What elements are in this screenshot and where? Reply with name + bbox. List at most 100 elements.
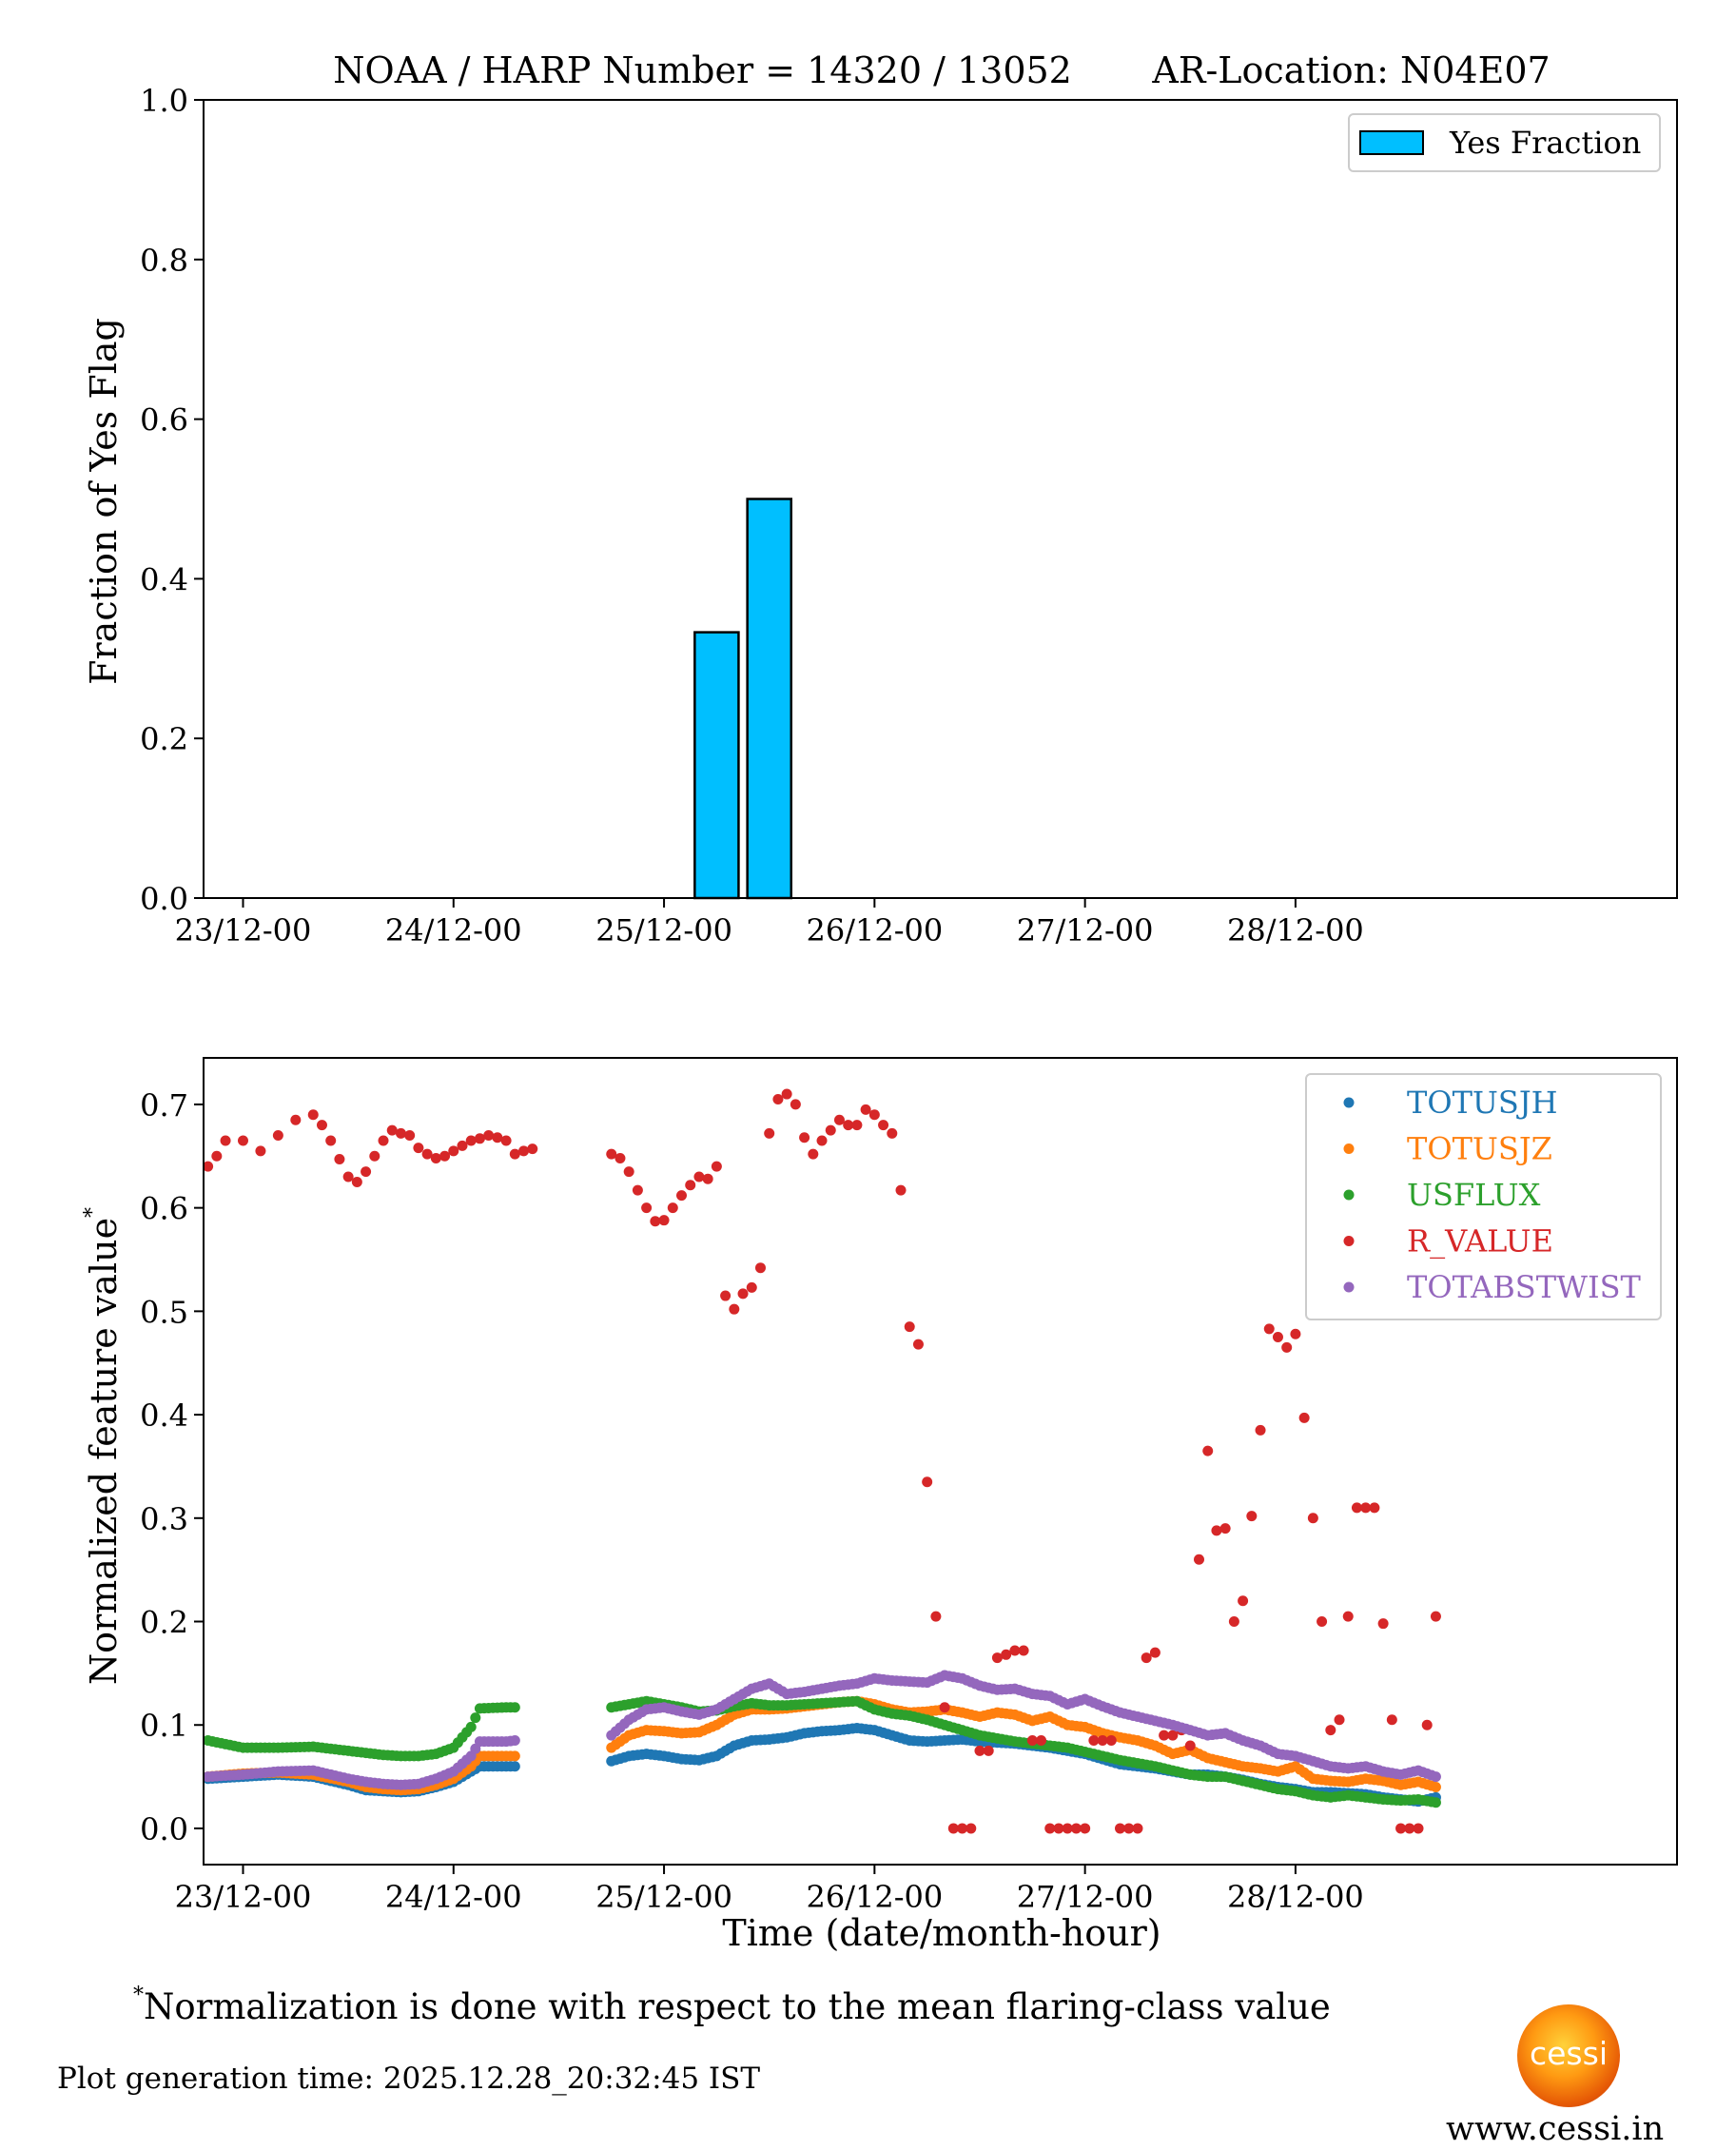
series-r-value: [204, 1088, 1441, 1834]
data-point: [386, 1124, 398, 1136]
bottom-legend-marker: [1343, 1143, 1355, 1154]
data-point: [470, 1712, 481, 1724]
data-point: [272, 1130, 283, 1142]
data-point: [632, 1184, 643, 1196]
top-ytick-label: 1.0: [140, 83, 188, 119]
data-point: [1298, 1412, 1310, 1423]
top-xtick-label: 27/12-00: [1017, 912, 1154, 948]
data-point: [868, 1109, 880, 1121]
top-legend-label: Yes Fraction: [1449, 125, 1641, 161]
data-point: [509, 1735, 520, 1747]
data-point: [991, 1652, 1003, 1664]
data-point: [509, 1761, 520, 1772]
normalization-footnote: *Normalization is done with respect to t…: [133, 1984, 1331, 2027]
data-point: [1009, 1645, 1021, 1656]
data-point: [843, 1120, 854, 1131]
data-point: [825, 1124, 836, 1136]
data-point: [1184, 1740, 1196, 1751]
data-point: [1036, 1735, 1047, 1747]
data-point: [1044, 1823, 1056, 1834]
data-point: [483, 1130, 495, 1142]
data-point: [746, 1281, 757, 1293]
data-point: [667, 1202, 678, 1214]
data-point: [1088, 1735, 1100, 1747]
data-point: [492, 1132, 503, 1143]
data-point: [1167, 1730, 1179, 1741]
bottom-xtick-label: 28/12-00: [1227, 1879, 1364, 1915]
data-point: [922, 1476, 933, 1488]
data-point: [421, 1148, 433, 1160]
data-point: [527, 1143, 538, 1155]
data-point: [1360, 1502, 1372, 1514]
top-ytick-label: 0.4: [140, 561, 188, 597]
cessi-logo-text: cessi: [1529, 2035, 1608, 2072]
data-point: [307, 1109, 319, 1121]
data-point: [658, 1215, 670, 1226]
data-point: [1211, 1525, 1222, 1536]
data-point: [1413, 1823, 1424, 1834]
data-point: [729, 1303, 740, 1315]
data-point: [764, 1127, 775, 1139]
top-ytick-label: 0.2: [140, 721, 188, 757]
data-point: [509, 1750, 520, 1762]
yes-fraction-bar: [746, 498, 793, 900]
data-point: [1053, 1823, 1064, 1834]
website-link[interactable]: www.cessi.in: [1446, 2110, 1665, 2148]
data-point: [369, 1150, 380, 1162]
data-point: [211, 1150, 223, 1162]
data-point: [430, 1152, 441, 1163]
data-point: [474, 1133, 485, 1144]
data-point: [983, 1745, 994, 1756]
data-point: [413, 1143, 424, 1154]
footnote-text: Normalization is done with respect to th…: [144, 1986, 1331, 2027]
data-point: [439, 1150, 451, 1162]
footnote-marker: *: [133, 1984, 144, 2007]
data-point: [518, 1145, 530, 1157]
data-point: [509, 1148, 520, 1160]
data-point: [966, 1823, 977, 1834]
top-chart-ylabel: Fraction of Yes Flag: [83, 318, 125, 685]
data-point: [1141, 1652, 1152, 1664]
bottom-legend-label: TOTABSTWIST: [1407, 1269, 1642, 1305]
bottom-legend-marker: [1343, 1189, 1355, 1201]
data-point: [614, 1152, 626, 1163]
bottom-chart-frame: [203, 1057, 1678, 1866]
data-point: [1159, 1730, 1170, 1741]
bottom-chart-ylabel-text: Normalized feature value: [83, 1218, 125, 1685]
data-point: [833, 1114, 845, 1125]
data-point: [904, 1321, 915, 1333]
data-point: [255, 1145, 266, 1157]
data-point: [799, 1132, 810, 1143]
data-point: [606, 1148, 617, 1160]
data-point: [457, 1140, 468, 1151]
bottom-chart-ylabel: Normalized feature value*: [81, 1207, 125, 1685]
data-point: [790, 1099, 801, 1110]
data-point: [325, 1135, 337, 1146]
data-point: [448, 1145, 459, 1157]
data-point: [1062, 1823, 1073, 1834]
bottom-legend-label: USFLUX: [1407, 1177, 1541, 1213]
data-point: [1070, 1823, 1082, 1834]
top-legend-box: [1348, 113, 1661, 172]
data-point: [220, 1135, 231, 1146]
data-point: [1202, 1445, 1214, 1456]
data-point: [1272, 1332, 1283, 1343]
data-point: [1219, 1523, 1231, 1534]
data-point: [930, 1611, 942, 1622]
data-point: [1430, 1781, 1441, 1792]
bottom-legend-label: TOTUSJZ: [1407, 1131, 1552, 1167]
data-point: [939, 1702, 950, 1713]
bottom-ytick-label: 0.7: [140, 1087, 188, 1124]
data-point: [1281, 1341, 1293, 1353]
data-point: [676, 1190, 688, 1202]
top-xtick-label: 24/12-00: [385, 912, 522, 948]
data-point: [1246, 1511, 1258, 1522]
bottom-dots: [204, 1088, 1441, 1834]
data-point: [1430, 1611, 1441, 1622]
data-point: [404, 1130, 416, 1142]
data-point: [851, 1120, 863, 1131]
data-point: [1386, 1714, 1397, 1726]
bottom-chart-xlabel: Time (date/month-hour): [722, 1912, 1161, 1954]
data-point: [1193, 1554, 1204, 1565]
